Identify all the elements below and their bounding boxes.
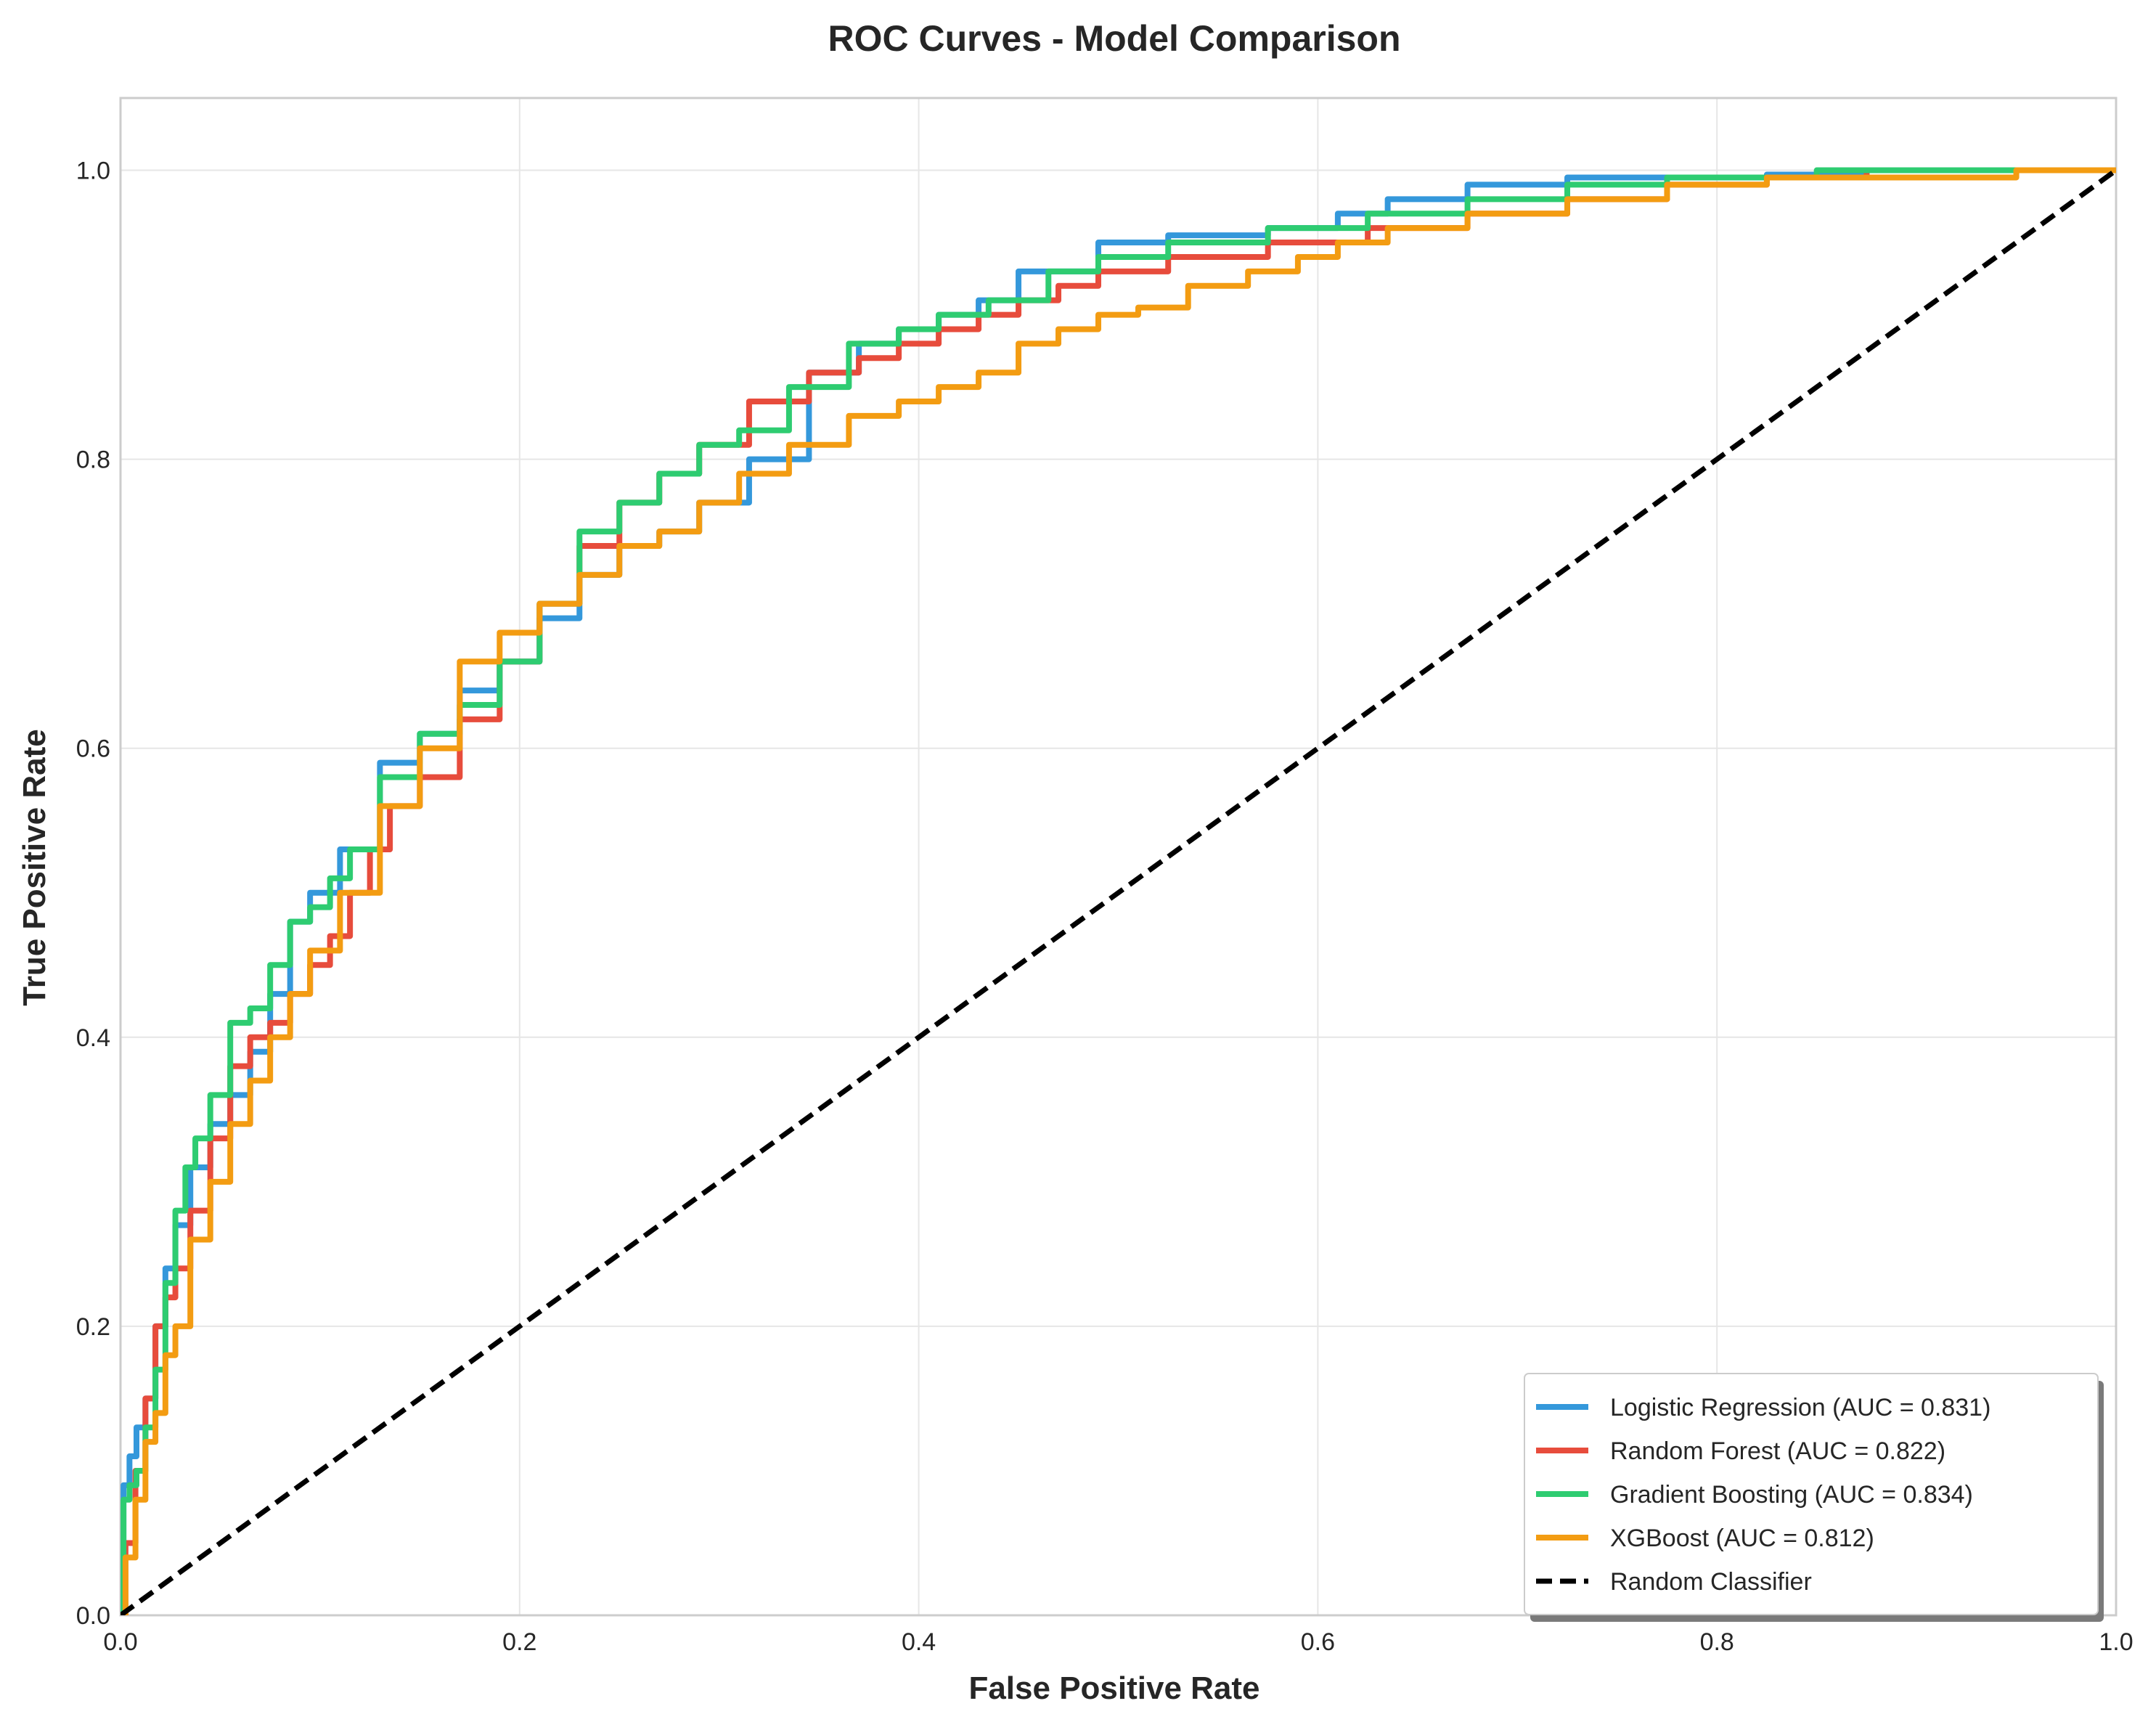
y-tick-label: 0.6 bbox=[76, 735, 110, 763]
plot-area: 0.0 0.2 0.4 0.6 0.8 1.0 0.0 0.2 0.4 0.6 0.8 1.0 Logi… bbox=[76, 97, 2133, 1656]
series-group bbox=[121, 167, 2116, 1615]
plot-frame bbox=[119, 97, 2118, 1617]
y-tick-label: 1.0 bbox=[76, 158, 110, 185]
plot-background bbox=[121, 98, 2116, 1615]
y-tick-label: 0.0 bbox=[76, 1602, 110, 1630]
x-tick-label: 0.2 bbox=[502, 1628, 536, 1656]
x-tick-label: 0.0 bbox=[103, 1628, 137, 1656]
legend-box bbox=[1524, 1373, 2099, 1615]
legend-entry: Random Classifier bbox=[1610, 1568, 1812, 1596]
x-tick-label: 1.0 bbox=[2099, 1628, 2133, 1656]
y-tick-label: 0.4 bbox=[76, 1024, 110, 1052]
legend-entry: Gradient Boosting (AUC = 0.834) bbox=[1610, 1481, 1973, 1509]
series-line-4 bbox=[121, 168, 2116, 1615]
legend-entry: Random Forest (AUC = 0.822) bbox=[1610, 1437, 1945, 1465]
x-axis-label: False Positive Rate bbox=[968, 1670, 1259, 1706]
legend-entry: Logistic Regression (AUC = 0.831) bbox=[1610, 1394, 1990, 1421]
y-tick-label: 0.8 bbox=[76, 446, 110, 474]
x-tick-label: 0.6 bbox=[1301, 1628, 1335, 1656]
legend-entry: XGBoost (AUC = 0.812) bbox=[1610, 1525, 1874, 1552]
chart-title: ROC Curves - Model Comparison bbox=[828, 18, 1401, 59]
y-axis-label: True Positive Rate bbox=[17, 729, 52, 1005]
series-line-2 bbox=[121, 167, 2116, 1615]
x-tick-label: 0.4 bbox=[902, 1628, 936, 1656]
y-tick-label: 0.2 bbox=[76, 1313, 110, 1341]
series-line-3 bbox=[121, 167, 2116, 1615]
legend: Logistic Regression (AUC = 0.831) Random … bbox=[1524, 1373, 2104, 1622]
x-tick-label: 0.8 bbox=[1700, 1628, 1734, 1656]
